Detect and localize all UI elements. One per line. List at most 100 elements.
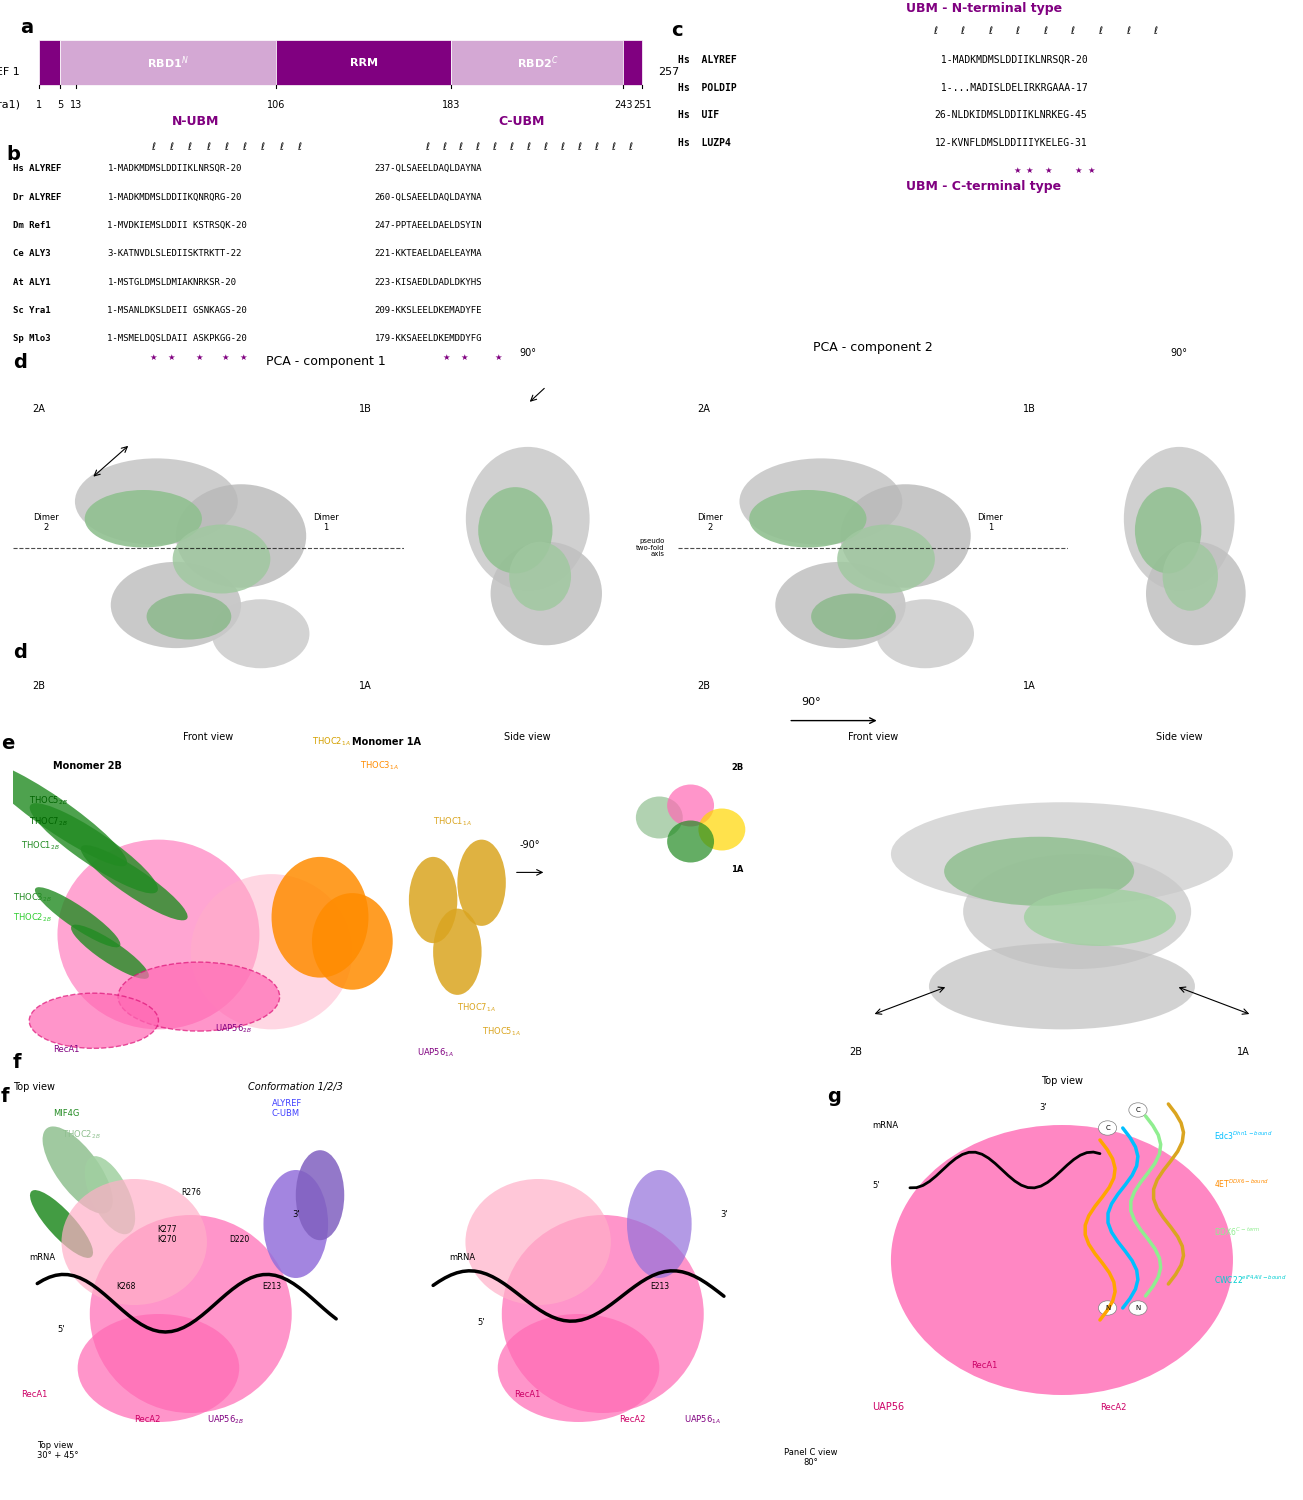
Text: Conformation 1/2/3: Conformation 1/2/3	[249, 1082, 343, 1092]
Text: ℓ: ℓ	[151, 141, 155, 152]
Circle shape	[1098, 1300, 1117, 1316]
Text: 257: 257	[658, 68, 679, 78]
Text: ℓ: ℓ	[1153, 26, 1157, 36]
Ellipse shape	[111, 562, 241, 648]
Text: ℓ: ℓ	[988, 26, 992, 36]
Text: ℓ: ℓ	[933, 26, 937, 36]
Ellipse shape	[667, 821, 714, 862]
Text: RecA1: RecA1	[971, 1360, 997, 1370]
Text: ★: ★	[1025, 166, 1033, 176]
Ellipse shape	[85, 490, 202, 548]
Text: b: b	[7, 144, 21, 164]
Text: 1-MADKMDMSLDDIIKQNRQRG-20: 1-MADKMDMSLDDIIKQNRQRG-20	[107, 192, 242, 201]
Text: c: c	[671, 21, 683, 40]
Ellipse shape	[891, 1125, 1233, 1395]
Text: ℓ: ℓ	[1098, 26, 1102, 36]
Text: 1-MSANLDKSLDEII GSNKAGS-20: 1-MSANLDKSLDEII GSNKAGS-20	[107, 306, 248, 315]
Text: RecA2: RecA2	[1100, 1402, 1126, 1411]
Text: N: N	[1105, 1305, 1110, 1311]
Ellipse shape	[57, 840, 259, 1029]
Text: ℓ: ℓ	[459, 141, 463, 152]
Text: mRNA: mRNA	[872, 1120, 898, 1130]
Text: ℓ: ℓ	[526, 141, 530, 152]
Text: Dimer
1: Dimer 1	[977, 513, 1003, 532]
Ellipse shape	[81, 844, 188, 921]
Text: Side view: Side view	[1156, 732, 1203, 741]
Text: 251: 251	[633, 100, 652, 111]
Text: K268: K268	[116, 1282, 136, 1292]
Ellipse shape	[749, 490, 866, 548]
Text: D220: D220	[229, 1234, 249, 1244]
Bar	[276, 40, 451, 86]
Text: d: d	[13, 354, 27, 372]
Text: 2B: 2B	[697, 681, 710, 692]
Text: ℓ: ℓ	[279, 141, 283, 152]
Text: THOC1$_{1A}$: THOC1$_{1A}$	[433, 815, 472, 828]
Ellipse shape	[409, 856, 457, 944]
Text: ℓ: ℓ	[509, 141, 513, 152]
Ellipse shape	[72, 924, 149, 980]
Text: Monomer 2B: Monomer 2B	[53, 760, 122, 771]
Ellipse shape	[172, 525, 271, 594]
Ellipse shape	[465, 1179, 611, 1305]
Text: Monomer 1A: Monomer 1A	[352, 736, 421, 747]
Text: CWC22$^{eIF4Alll-bound}$: CWC22$^{eIF4Alll-bound}$	[1214, 1274, 1287, 1286]
Text: 90°: 90°	[1170, 348, 1188, 358]
Text: 223-KISAEDLDADLDKYHS: 223-KISAEDLDADLDKYHS	[375, 278, 482, 286]
Text: ℓ: ℓ	[493, 141, 496, 152]
Text: ℓ: ℓ	[1071, 26, 1075, 36]
Text: 26-NLDKIDMSLDDIIKLNRKEG-45: 26-NLDKIDMSLDDIIKLNRKEG-45	[934, 110, 1088, 120]
Text: ℓ: ℓ	[442, 141, 446, 152]
Text: Dm Ref1: Dm Ref1	[13, 220, 66, 230]
Text: 5': 5'	[872, 1180, 880, 1190]
Text: C-UBM: C-UBM	[498, 116, 545, 129]
Bar	[39, 40, 60, 86]
Text: ★: ★	[461, 352, 468, 362]
Text: Dr ALYREF: Dr ALYREF	[13, 192, 66, 201]
Text: PCA - component 2: PCA - component 2	[813, 342, 933, 354]
Text: e: e	[1, 735, 14, 753]
Text: ★: ★	[1075, 166, 1083, 176]
Text: C: C	[1136, 1107, 1140, 1113]
Text: 4ET$^{DDX6-bound}$: 4ET$^{DDX6-bound}$	[1214, 1178, 1269, 1190]
Text: 3': 3'	[1040, 1102, 1046, 1112]
Text: 1B: 1B	[358, 404, 371, 414]
Ellipse shape	[457, 840, 506, 926]
Text: K277
K270: K277 K270	[156, 1224, 176, 1244]
Text: R276: R276	[181, 1188, 201, 1197]
Text: ℓ: ℓ	[1126, 26, 1130, 36]
Ellipse shape	[1162, 542, 1218, 610]
Text: 1A: 1A	[1023, 681, 1036, 692]
Ellipse shape	[1024, 888, 1175, 946]
Ellipse shape	[271, 856, 369, 978]
Text: 247-PPTAEELDAELDSYIN: 247-PPTAEELDAELDSYIN	[375, 220, 482, 230]
Ellipse shape	[311, 892, 392, 990]
Text: Top view
30° + 45°: Top view 30° + 45°	[38, 1440, 78, 1460]
Text: 2B: 2B	[33, 681, 46, 692]
Text: UBM - C-terminal type: UBM - C-terminal type	[906, 180, 1062, 194]
Text: 1-MSMELDQSLDAII ASKPKGG-20: 1-MSMELDQSLDAII ASKPKGG-20	[107, 334, 248, 344]
Text: 2B: 2B	[850, 1047, 863, 1058]
Text: ★: ★	[168, 352, 175, 362]
Text: UAP56$_{1A}$: UAP56$_{1A}$	[684, 1413, 721, 1425]
Ellipse shape	[78, 1314, 240, 1422]
Text: E213: E213	[262, 1282, 281, 1292]
Text: THOC2$_{2B}$: THOC2$_{2B}$	[13, 912, 52, 924]
Text: ALYREF 1: ALYREF 1	[0, 68, 20, 78]
Text: ℓ: ℓ	[577, 141, 581, 152]
Ellipse shape	[176, 484, 306, 588]
Text: ℓ: ℓ	[1042, 26, 1048, 36]
Text: mRNA: mRNA	[450, 1252, 476, 1262]
Ellipse shape	[1135, 488, 1201, 573]
Ellipse shape	[963, 853, 1191, 969]
Text: 209-KKSLEELDKEMADYFE: 209-KKSLEELDKEMADYFE	[375, 306, 482, 315]
Text: UAP56$_{2B}$: UAP56$_{2B}$	[215, 1022, 251, 1035]
Text: ℓ: ℓ	[1015, 26, 1019, 36]
Text: 1-MVDKIEMSLDDII KSTRSQK-20: 1-MVDKIEMSLDDII KSTRSQK-20	[107, 220, 248, 230]
Text: 237-QLSAEELDAQLDAYNA: 237-QLSAEELDAQLDAYNA	[375, 165, 482, 174]
Text: Ce ALY3: Ce ALY3	[13, 249, 66, 258]
Ellipse shape	[837, 525, 936, 594]
Circle shape	[1128, 1300, 1147, 1316]
Text: At ALY1: At ALY1	[13, 278, 66, 286]
Text: 1A: 1A	[731, 864, 744, 873]
